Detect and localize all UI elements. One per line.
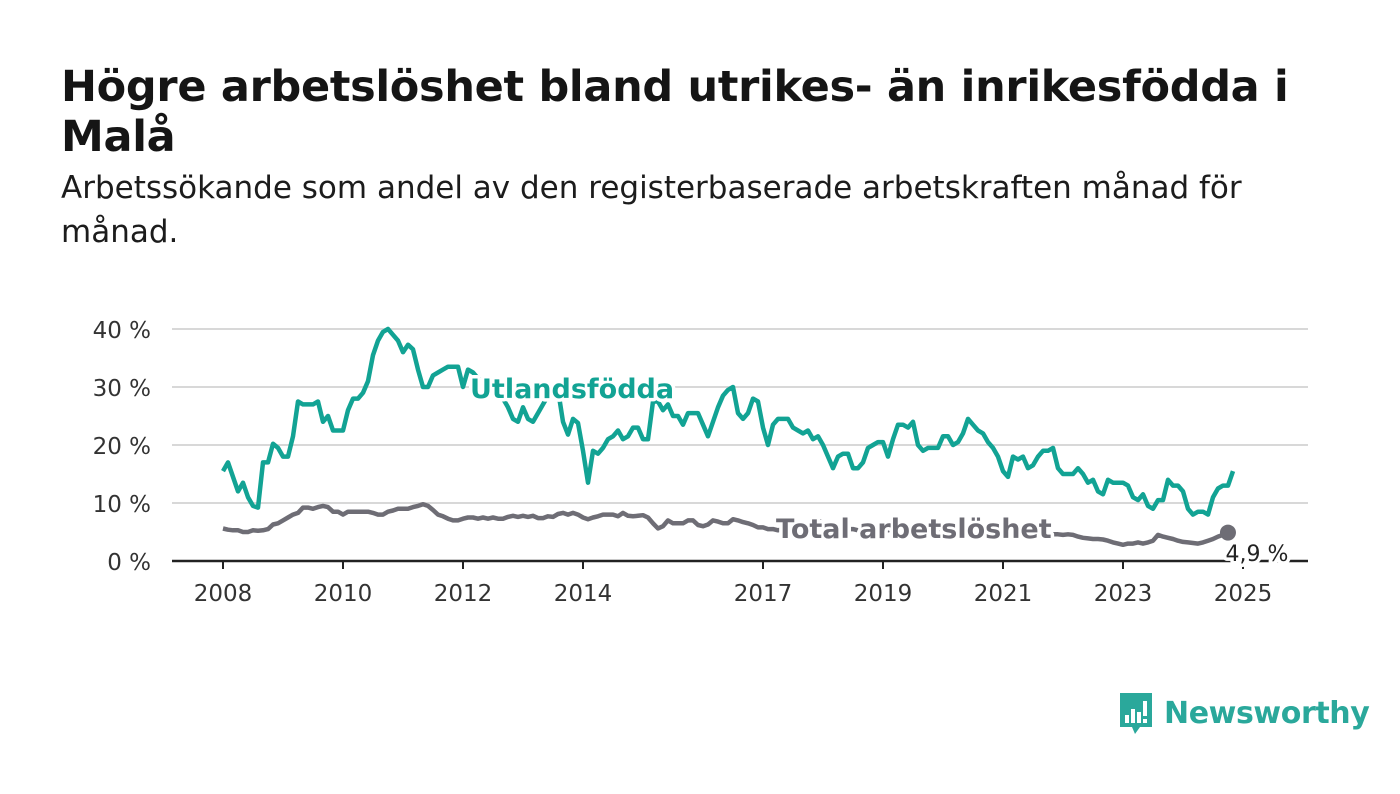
x-tick-label: 2021 <box>974 581 1033 607</box>
x-tick-label: 2023 <box>1094 581 1153 607</box>
x-tick-label: 2025 <box>1214 581 1273 607</box>
series-label-utlandsfodda: Utlandsfödda <box>470 374 674 405</box>
brand-name: Newsworthy <box>1164 695 1370 731</box>
y-tick-label: 20 % <box>93 434 151 460</box>
series-label-utlandsfodda-halo: Utlandsfödda <box>470 374 674 405</box>
x-tick-label: 2017 <box>734 581 793 607</box>
y-tick-label: 0 % <box>107 550 151 576</box>
series-label-total-arbetsloshet-halo: Total arbetslöshet <box>776 514 1052 545</box>
series-label-total-arbetsloshet: Total arbetslöshet <box>776 514 1052 545</box>
x-tick-label: 2019 <box>854 581 913 607</box>
x-tick-label: 2012 <box>434 581 493 607</box>
x-tick-label: 2014 <box>554 581 613 607</box>
x-tick-label: 2010 <box>314 581 373 607</box>
series-line-utlandsfodda <box>221 326 1236 517</box>
x-tick-label: 2008 <box>194 581 253 607</box>
y-tick-label: 40 % <box>93 318 151 344</box>
last-value-label: 4,9 % <box>1226 542 1289 567</box>
x-axis-tick-labels: 2008 2010 2012 2014 2017 2019 2021 2023 2025 <box>194 561 1273 607</box>
chart-title: Högre arbetslöshet bland utrikes- än inr… <box>61 62 1289 162</box>
last-value-label-halo: 4,9 % <box>1226 542 1289 567</box>
newsworthy-logo: Newsworthy <box>1118 690 1370 736</box>
y-tick-label: 30 % <box>93 376 151 402</box>
series-lines <box>172 326 1308 563</box>
series-line-total-arbetsloshet <box>222 501 1229 548</box>
last-value-marker <box>1219 524 1236 541</box>
chart-subtitle: Arbetssökande som andel av den registerb… <box>61 170 1242 250</box>
y-tick-label: 10 % <box>93 492 151 518</box>
y-axis-tick-labels: 0 % 10 % 20 % 30 % 40 % <box>93 318 151 576</box>
gridlines <box>172 328 1308 504</box>
bar-chart-speech-bubble-icon <box>1118 691 1154 735</box>
line-chart: 0 % 10 % 20 % 30 % 40 % 2008 2010 2012 2014 2017… <box>93 318 1308 607</box>
